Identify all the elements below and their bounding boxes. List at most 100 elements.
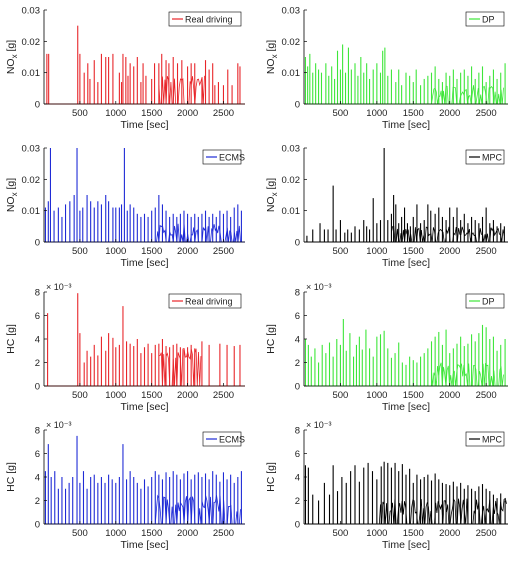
legend-box [168, 11, 242, 27]
x-axis-label: Time [sec] [382, 539, 430, 551]
x-tick-label: 1000 [105, 528, 126, 539]
y-exponent: × 10⁻³ [46, 282, 72, 292]
y-tick-label: 6 [35, 311, 40, 322]
x-axis-label: Time [sec] [120, 257, 168, 269]
y-tick-label: 2 [295, 496, 300, 507]
series-nox-mpc-0 [304, 148, 508, 243]
legend: MPC [465, 149, 505, 165]
legend-label: Real driving [185, 15, 233, 25]
x-tick-label: 500 [332, 246, 348, 257]
panel-nox-ecms: 500 1000 1500 2000 2500 0 0.01 0.02 0.03 Time [se… [5, 144, 245, 270]
y-axis-label: HC [g] [5, 462, 17, 492]
x-tick-label: 500 [332, 390, 348, 401]
y-exponent: × 10⁻³ [46, 420, 72, 430]
series-nox-real-driving-0 [44, 25, 245, 105]
y-exponent: × 10⁻³ [306, 420, 332, 430]
x-tick-label: 2500 [213, 246, 234, 257]
y-tick-label: 0.03 [282, 144, 301, 155]
y-axis-label: NOx [g] [265, 178, 279, 212]
legend-label: MPC [482, 435, 503, 445]
y-tick-label: 4 [295, 473, 300, 484]
x-axis-label: Time [sec] [382, 119, 430, 131]
legend-label: Real driving [185, 297, 233, 307]
x-axis-label: Time [sec] [382, 257, 430, 269]
y-tick-label: 0.01 [22, 206, 41, 217]
y-axis-label: NOx [g] [265, 40, 279, 74]
x-tick-label: 1500 [141, 390, 162, 401]
y-tick-label: 8 [295, 288, 300, 299]
y-tick-label: 4 [35, 335, 40, 346]
y-tick-label: 0 [35, 238, 40, 249]
x-tick-label: 1000 [105, 390, 126, 401]
legend: Real driving [168, 11, 242, 27]
y-tick-label: 0 [295, 100, 300, 111]
legend-label: ECMS [219, 435, 245, 445]
y-tick-label: 6 [35, 449, 40, 460]
x-tick-label: 1000 [366, 390, 387, 401]
legend-box [465, 149, 505, 165]
legend-label: ECMS [219, 153, 245, 163]
y-axis-label: HC [g] [265, 462, 277, 492]
x-tick-label: 1000 [105, 108, 126, 119]
x-tick-label: 1500 [403, 390, 424, 401]
y-tick-label: 0 [295, 520, 300, 531]
legend: DP [465, 11, 505, 27]
y-tick-label: 8 [295, 426, 300, 437]
x-tick-label: 500 [72, 246, 88, 257]
x-tick-label: 500 [332, 528, 348, 539]
legend-label: DP [482, 297, 495, 307]
x-tick-label: 2000 [177, 528, 198, 539]
x-axis-label: Time [sec] [120, 119, 168, 131]
legend: Real driving [168, 293, 242, 309]
x-tick-label: 2500 [213, 108, 234, 119]
x-tick-label: 1500 [141, 528, 162, 539]
y-tick-label: 2 [295, 358, 300, 369]
legend-label: MPC [482, 153, 503, 163]
y-tick-label: 4 [295, 335, 300, 346]
x-axis-label: Time [sec] [120, 539, 168, 551]
x-tick-label: 500 [72, 390, 88, 401]
x-tick-label: 2000 [177, 390, 198, 401]
x-tick-label: 500 [72, 528, 88, 539]
x-tick-label: 2500 [476, 528, 497, 539]
x-tick-label: 500 [332, 108, 348, 119]
y-exponent: × 10⁻³ [306, 282, 332, 292]
y-tick-label: 0 [35, 100, 40, 111]
x-tick-label: 2000 [439, 108, 460, 119]
series-nox-ecms-0 [44, 148, 245, 243]
y-tick-label: 0.03 [22, 144, 41, 155]
x-tick-label: 1000 [366, 246, 387, 257]
y-axis-label: HC [g] [265, 324, 277, 354]
x-tick-label: 1000 [366, 528, 387, 539]
panel-nox-real-driving: 500 1000 1500 2000 2500 0 0.01 0.02 0.03 Time [se… [5, 6, 245, 131]
y-tick-label: 0.01 [282, 68, 301, 79]
x-tick-label: 1500 [141, 108, 162, 119]
x-tick-label: 2000 [177, 246, 198, 257]
x-tick-label: 2500 [476, 246, 497, 257]
x-tick-label: 2500 [213, 528, 234, 539]
y-tick-label: 0 [35, 382, 40, 393]
x-tick-label: 2000 [439, 528, 460, 539]
legend-box [202, 431, 242, 447]
panel-hc-dp: 500 1000 1500 2000 2500 0 2 4 6 8 × 10⁻³ Time [sec]… [265, 282, 508, 413]
legend: ECMS [202, 149, 245, 165]
y-tick-label: 0.02 [282, 175, 301, 186]
y-tick-label: 0 [295, 238, 300, 249]
legend: DP [465, 293, 505, 309]
y-axis-label: NOx [g] [5, 40, 19, 74]
y-tick-label: 4 [35, 473, 40, 484]
x-axis-label: Time [sec] [120, 401, 168, 413]
y-tick-label: 0.02 [282, 37, 301, 48]
x-tick-label: 500 [72, 108, 88, 119]
legend-label: DP [482, 15, 495, 25]
y-tick-label: 8 [35, 288, 40, 299]
y-tick-label: 0.02 [22, 175, 41, 186]
y-tick-label: 0 [295, 382, 300, 393]
y-tick-label: 0.02 [22, 37, 41, 48]
x-tick-label: 2000 [177, 108, 198, 119]
y-tick-label: 0.03 [22, 6, 41, 17]
y-axis-label: NOx [g] [5, 178, 19, 212]
panel-hc-mpc: 500 1000 1500 2000 2500 0 2 4 6 8 × 10⁻³ Time [sec]… [265, 420, 508, 551]
legend-box [465, 11, 505, 27]
